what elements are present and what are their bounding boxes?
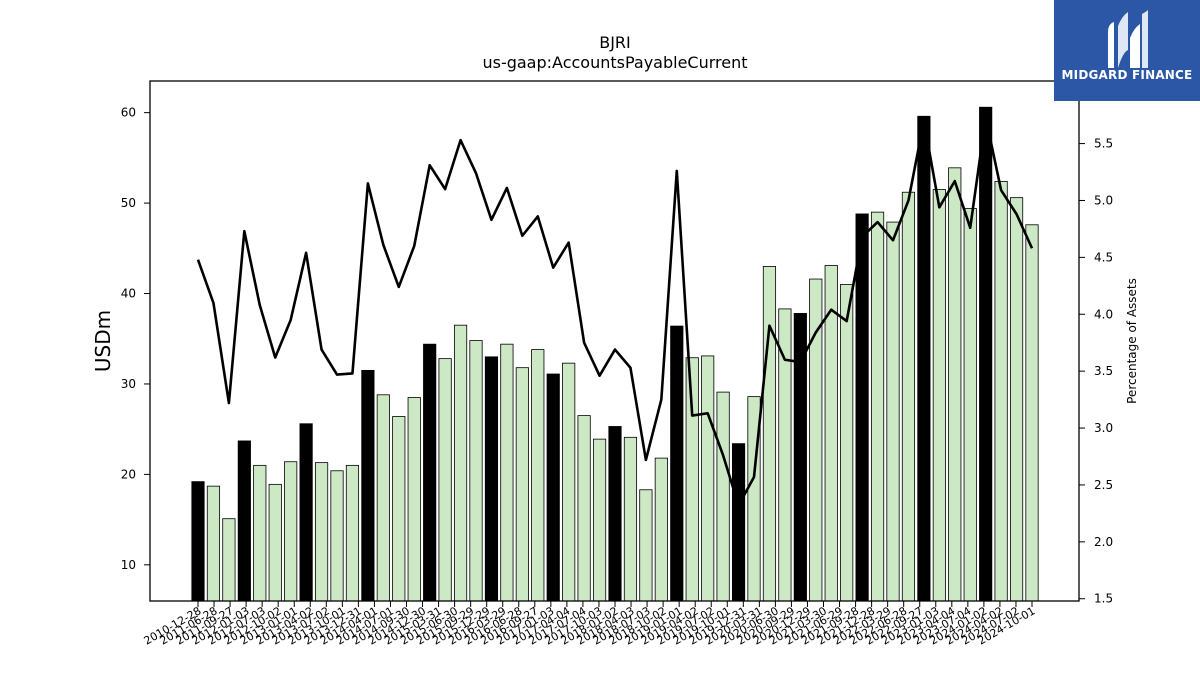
bar [948, 167, 962, 602]
y2-tick-label: 1.5 [1094, 592, 1113, 606]
bar [855, 213, 869, 602]
chart-title: BJRI [599, 33, 631, 52]
bar [453, 324, 468, 602]
bar [592, 438, 607, 602]
y-tick-label: 40 [121, 287, 136, 301]
bar [515, 367, 529, 602]
chart-subtitle: us-gaap:AccountsPayableCurrent [482, 53, 747, 72]
bar [423, 343, 437, 602]
y-tick-label: 50 [121, 196, 136, 210]
y-tick-label: 60 [121, 106, 136, 120]
y2-tick-label: 5.0 [1094, 193, 1113, 207]
bar [963, 208, 977, 602]
bar [500, 343, 514, 602]
bar [716, 391, 730, 602]
bar [994, 180, 1008, 602]
bar [469, 340, 483, 602]
bar [345, 464, 360, 602]
bar [314, 462, 329, 602]
bar [1009, 197, 1024, 602]
y2-tick-label: 2.0 [1094, 535, 1113, 549]
bar [762, 265, 777, 602]
bar [917, 115, 931, 602]
y2-axis-label: Percentage of Assets [1125, 278, 1139, 404]
bar [886, 221, 900, 602]
brand-logo: MIDGARD FINANCE [1054, 0, 1200, 101]
bar [840, 284, 854, 602]
logo-brand-text: MIDGARD FINANCE [1061, 68, 1193, 82]
bar [623, 436, 638, 602]
bar [979, 106, 993, 602]
bar [577, 415, 591, 602]
bar [222, 518, 236, 602]
bar [793, 313, 807, 602]
y2-tick-label: 4.0 [1094, 307, 1113, 321]
y2-tick-label: 3.0 [1094, 421, 1113, 435]
bar [299, 423, 313, 602]
bar [932, 189, 946, 602]
y-tick-label: 10 [121, 558, 136, 572]
bar [654, 457, 668, 602]
bar [562, 362, 576, 602]
bar [731, 443, 746, 602]
bar [685, 357, 699, 602]
bar [191, 481, 205, 602]
bar [531, 349, 545, 602]
right-axis: 1.5 2.0 2.5 3.0 3.5 4.0 4.5 5.0 5.5 [1079, 137, 1113, 606]
logo-mark-icon [1108, 10, 1148, 68]
bar [253, 464, 267, 602]
bar [438, 358, 452, 602]
y-tick-label: 20 [121, 467, 136, 481]
line-path [196, 116, 1034, 507]
y-axis-label: USDm [91, 310, 115, 372]
bar [701, 355, 715, 602]
y-tick-label: 30 [121, 377, 136, 391]
bar [392, 416, 406, 602]
left-axis: 10 20 30 40 50 60 [121, 106, 150, 572]
line-series [196, 116, 1034, 507]
bar [284, 461, 298, 602]
bar [407, 397, 421, 602]
bar [361, 369, 375, 602]
bar [901, 191, 916, 602]
bar [639, 489, 653, 602]
bar [206, 485, 221, 602]
bar [546, 373, 560, 602]
y2-tick-label: 4.5 [1094, 250, 1113, 264]
y2-tick-label: 5.5 [1094, 137, 1113, 151]
y2-tick-label: 2.5 [1094, 478, 1113, 492]
bar [870, 211, 885, 602]
bar [330, 470, 344, 602]
bar [484, 356, 499, 602]
x-axis: 2010-12-282011-06-282011-09-272012-01-03… [142, 601, 1038, 648]
bar [670, 325, 684, 602]
bar [376, 394, 390, 602]
bar [237, 440, 251, 602]
y2-tick-label: 3.5 [1094, 364, 1113, 378]
bar [1025, 224, 1039, 602]
bar [268, 483, 282, 602]
bar [608, 426, 622, 602]
